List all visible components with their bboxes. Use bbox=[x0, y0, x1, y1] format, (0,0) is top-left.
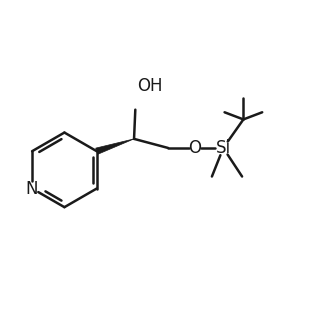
Text: O: O bbox=[188, 139, 201, 157]
Polygon shape bbox=[96, 139, 134, 154]
Text: Si: Si bbox=[216, 139, 231, 157]
Text: N: N bbox=[26, 180, 38, 198]
Text: OH: OH bbox=[137, 77, 163, 95]
